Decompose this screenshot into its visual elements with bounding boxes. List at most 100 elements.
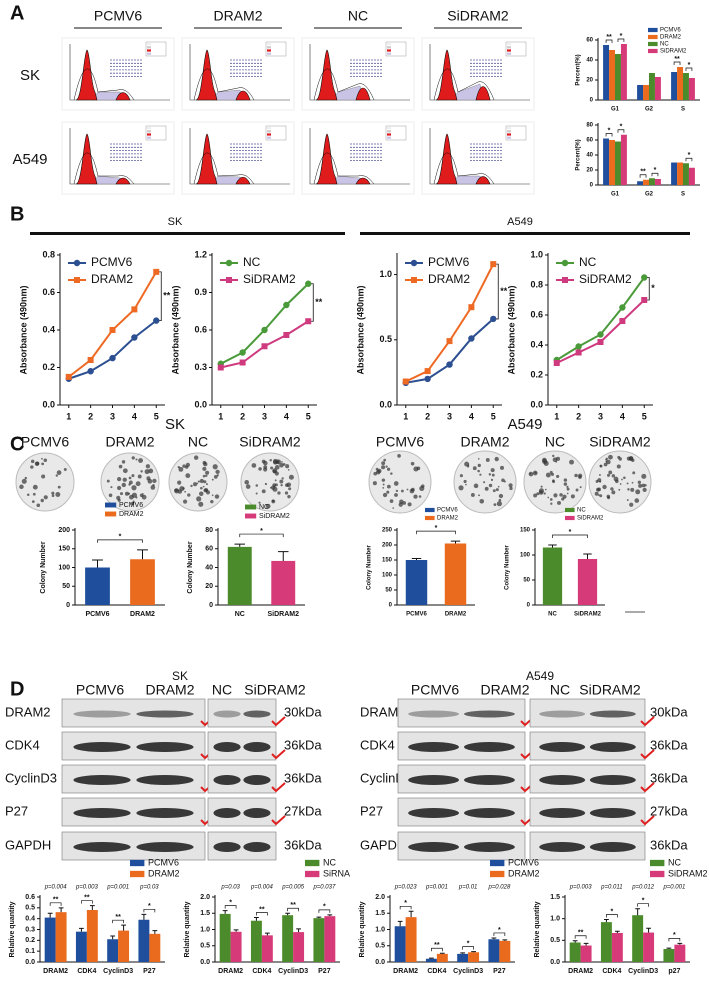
legend-marker xyxy=(411,277,417,283)
x-tick-label: DRAM2 xyxy=(445,612,467,618)
error-bar xyxy=(110,935,116,940)
colony-dot xyxy=(121,460,126,464)
colony-dot xyxy=(116,485,122,491)
significance-bracket xyxy=(462,946,474,950)
legend-swatch xyxy=(147,46,151,49)
error-bar xyxy=(408,910,414,918)
colony-dot xyxy=(137,474,142,479)
x-tick-label: NC xyxy=(548,612,557,618)
hatched-s-phase xyxy=(451,83,485,101)
colony-dot xyxy=(508,483,513,488)
x-tick-label: PCMV6 xyxy=(406,612,427,618)
colony-dot xyxy=(63,468,67,471)
size-label: 27kDa xyxy=(650,803,688,818)
bar xyxy=(654,179,661,185)
dish xyxy=(588,450,652,514)
legend-label: DRAM2 xyxy=(437,516,459,522)
bar xyxy=(436,953,448,962)
colony-dot xyxy=(41,462,45,466)
colony-dot xyxy=(641,473,647,479)
bar xyxy=(282,915,294,962)
y-tick-label: 0.2 xyxy=(530,369,543,379)
colony-dot xyxy=(284,491,289,495)
colony-dot xyxy=(490,478,494,482)
bar xyxy=(677,67,683,100)
error-bar xyxy=(429,957,434,959)
legend-swatch xyxy=(648,27,658,33)
colony-dot xyxy=(629,502,634,507)
bar xyxy=(227,546,252,605)
p-value: p=0.001 xyxy=(106,885,129,891)
significance-bracket xyxy=(287,907,299,912)
row-label: CDK4 xyxy=(5,737,40,752)
error-bar xyxy=(92,559,103,568)
significance: * xyxy=(435,525,438,532)
dish xyxy=(240,452,300,512)
fit-outline xyxy=(313,68,375,101)
colony-dot xyxy=(395,489,399,493)
y-tick-label: 0.3 xyxy=(194,362,207,372)
colony-dot xyxy=(392,507,395,509)
marker xyxy=(402,378,409,385)
significance-bracket xyxy=(311,283,314,322)
g2-peak xyxy=(475,86,491,101)
size-label: 30kDa xyxy=(650,704,688,719)
legend-swatch xyxy=(387,130,391,133)
colony-dot xyxy=(394,493,398,497)
fit-outline xyxy=(433,152,495,185)
histogram-legend xyxy=(505,41,527,57)
colony-dot xyxy=(575,488,579,492)
x-tick-label: DRAM2 xyxy=(43,968,68,975)
size-label: 36kDa xyxy=(284,770,322,785)
column-header: NC xyxy=(212,682,232,698)
legend-swatch xyxy=(267,136,271,139)
legend-swatch xyxy=(507,130,511,133)
y-tick-label: 100 xyxy=(520,553,531,559)
x-tick-label: CDK4 xyxy=(252,968,271,975)
bar xyxy=(649,73,655,100)
histogram-frame xyxy=(61,37,175,111)
x-tick-label: DRAM2 xyxy=(218,968,243,975)
significance: * xyxy=(467,940,470,947)
error-bar xyxy=(264,932,270,936)
legend-label: PCMV6 xyxy=(91,255,133,269)
x-tick-label: CDK4 xyxy=(427,968,446,975)
legend-swatch xyxy=(648,34,658,40)
y-tick-label: 0.4 xyxy=(42,324,55,334)
row-label: DRAM2 xyxy=(360,704,406,719)
significance: * xyxy=(608,127,611,134)
colony-dot xyxy=(630,487,635,492)
bar xyxy=(324,916,336,962)
colony-dot xyxy=(627,488,630,491)
histogram-frame xyxy=(61,121,175,195)
hatched-s-phase xyxy=(331,175,365,185)
y-axis-label: Colony Number xyxy=(505,545,511,590)
x-tick-label: SiDRAM2 xyxy=(574,612,602,618)
colony-dot xyxy=(131,485,137,491)
significance-bracket xyxy=(637,903,649,907)
colony-dot xyxy=(43,495,48,500)
error-bar xyxy=(296,928,301,933)
significance: ** xyxy=(674,56,680,63)
g2-peak xyxy=(235,176,251,185)
legend-swatch xyxy=(305,870,320,878)
legend-swatch xyxy=(387,127,391,130)
significance-bracket xyxy=(605,133,613,137)
colony-dot xyxy=(124,491,129,496)
p-value: p=0.005 xyxy=(281,885,305,891)
y-tick-label: 100 xyxy=(382,573,393,579)
y-tick-label: 60 xyxy=(205,546,213,553)
blot-band xyxy=(464,742,515,752)
colony-dot xyxy=(533,493,538,498)
x-tick-label: 2 xyxy=(240,411,245,421)
bar xyxy=(688,167,695,185)
y-axis-label: Colony Number xyxy=(367,545,373,590)
p-value: p=0.003 xyxy=(569,885,593,891)
colony-dot xyxy=(477,463,481,468)
bar xyxy=(609,140,615,185)
colony-dot xyxy=(631,481,634,484)
blot-band xyxy=(213,710,241,718)
significance: * xyxy=(229,899,232,906)
colony-dot xyxy=(557,500,561,505)
bar xyxy=(394,926,406,962)
